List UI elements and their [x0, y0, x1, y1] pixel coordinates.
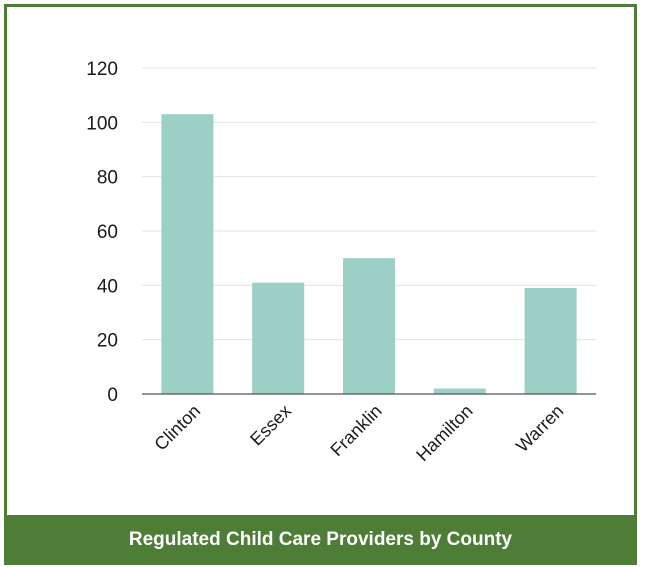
y-tick-label: 20 — [97, 331, 118, 352]
y-tick-label: 0 — [107, 385, 118, 406]
y-tick-label: 120 — [86, 59, 118, 80]
bar-warren — [524, 288, 577, 394]
gridlines — [142, 67, 596, 341]
y-tick-labels: 0 20 40 60 80 100 120 — [86, 59, 118, 406]
bar-essex — [252, 282, 305, 394]
x-category-label: Warren — [512, 401, 567, 456]
chart-title: Regulated Child Care Providers by County — [128, 529, 513, 550]
y-tick-label: 80 — [97, 168, 118, 189]
x-category-label: Essex — [246, 401, 295, 450]
y-tick-label: 60 — [97, 222, 118, 243]
chart-frame — [4, 4, 637, 558]
bar-hamilton — [433, 388, 486, 394]
y-tick-label: 100 — [86, 113, 118, 134]
x-category-label: Clinton — [150, 401, 204, 455]
bar-franklin — [343, 258, 395, 394]
x-category-label: Franklin — [326, 401, 385, 460]
chart-title-banner: Regulated Child Care Providers by County — [4, 515, 637, 565]
y-tick-label: 40 — [97, 276, 118, 297]
x-category-label: Hamilton — [412, 401, 476, 465]
bars — [161, 114, 577, 394]
bar-chart: 0 20 40 60 80 100 120 Clinton Essex Franklin Hami… — [86, 59, 596, 465]
bar-clinton — [161, 114, 214, 394]
x-category-labels: Clinton Essex Franklin Hamilton Warren — [150, 401, 567, 465]
